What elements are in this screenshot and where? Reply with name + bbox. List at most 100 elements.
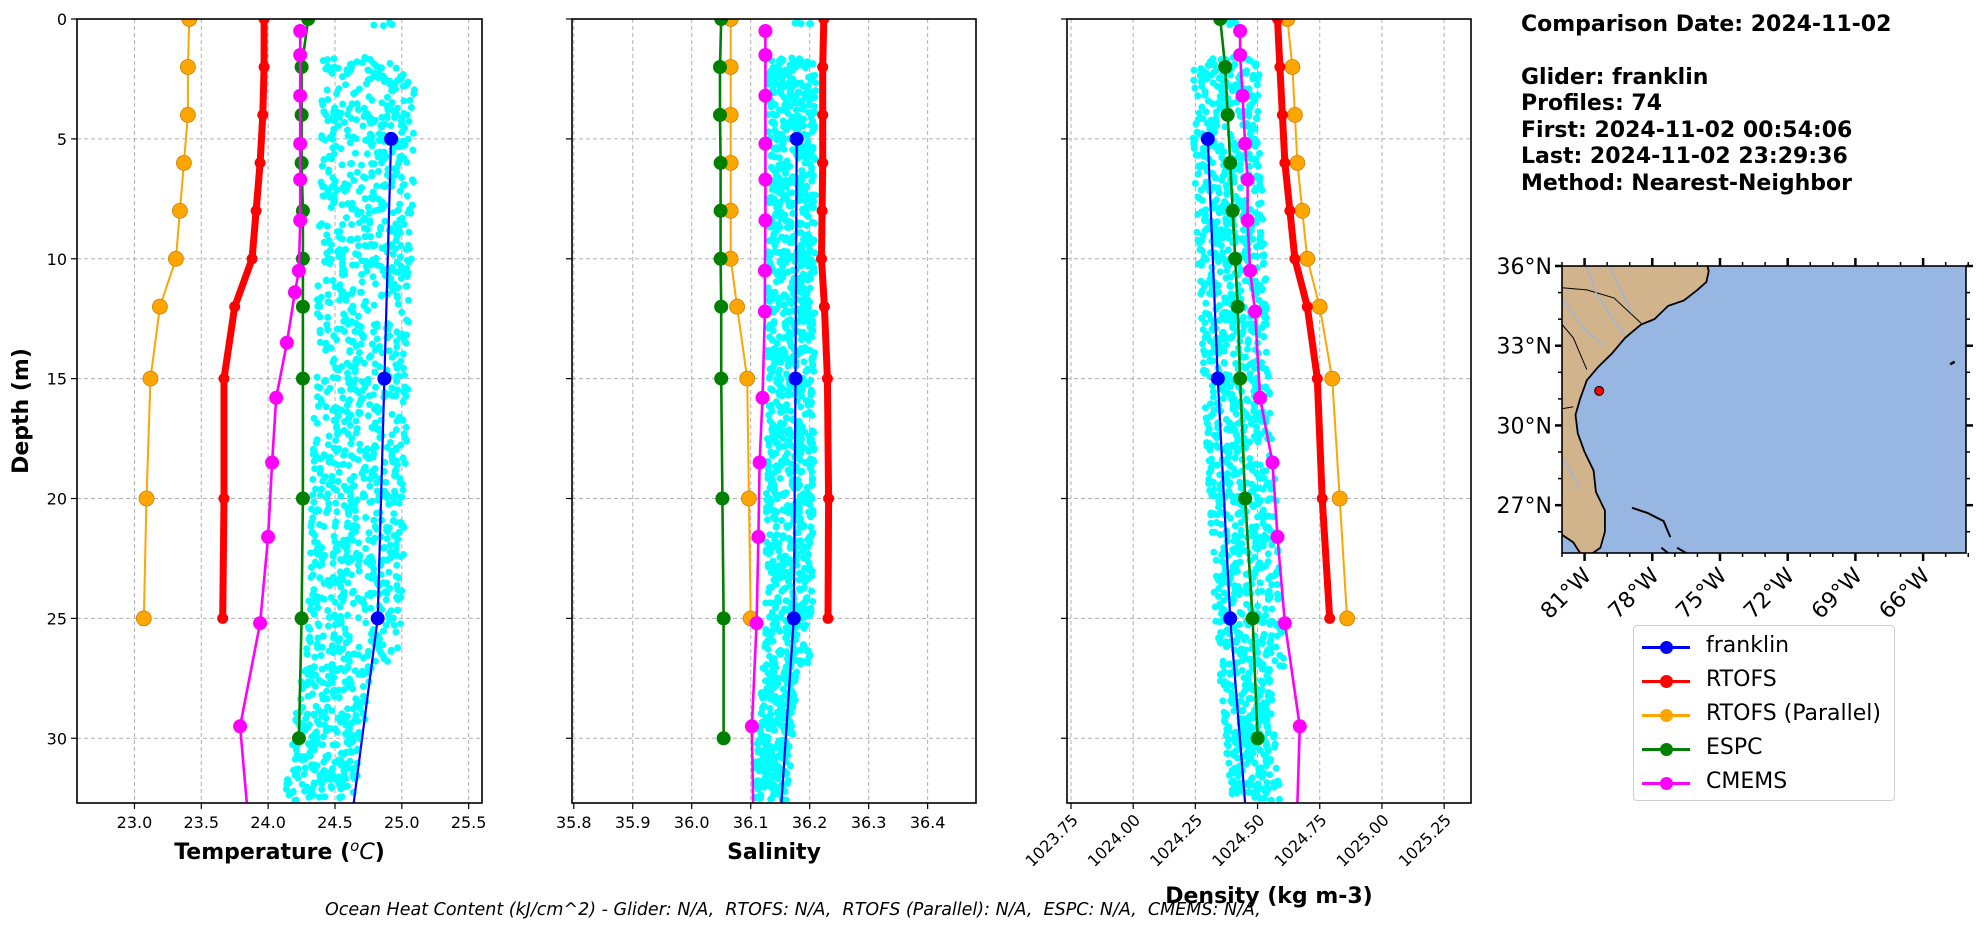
data-point xyxy=(295,299,310,314)
scatter-point xyxy=(772,227,780,235)
axes-frame xyxy=(76,18,483,804)
data-point xyxy=(817,109,829,121)
scatter-point xyxy=(1264,550,1272,558)
scatter-point xyxy=(1207,519,1215,527)
scatter-point xyxy=(395,528,403,536)
axes-frame xyxy=(1066,18,1472,804)
scatter-point xyxy=(326,299,334,307)
scatter-point xyxy=(346,732,354,740)
y-tick-label: 25 xyxy=(47,609,67,628)
scatter-point xyxy=(364,306,372,314)
scatter-point xyxy=(755,784,763,792)
scatter-point xyxy=(330,532,338,540)
data-point xyxy=(293,48,308,62)
scatter-point xyxy=(754,748,762,756)
scatter-point xyxy=(779,83,787,90)
scatter-point xyxy=(1271,657,1279,665)
scatter-point xyxy=(392,350,400,358)
scatter-point xyxy=(316,491,324,499)
scatter-point xyxy=(1216,316,1223,324)
scatter-point xyxy=(310,779,318,787)
scatter-point xyxy=(769,327,777,335)
scatter-point xyxy=(337,145,345,153)
scatter-point xyxy=(401,459,409,467)
data-point xyxy=(714,371,729,386)
scatter-point xyxy=(397,553,405,561)
scatter-point xyxy=(386,584,394,592)
scatter-point xyxy=(1267,618,1274,625)
scatter-point xyxy=(340,502,348,509)
scatter-point xyxy=(1216,637,1224,645)
scatter-point xyxy=(391,171,399,179)
scatter-point xyxy=(1196,239,1203,247)
scatter-point xyxy=(773,768,780,776)
scatter-point xyxy=(351,553,359,561)
scatter-point xyxy=(388,81,396,88)
scatter-point xyxy=(354,561,362,569)
scatter-point xyxy=(782,648,790,656)
scatter-point xyxy=(770,670,777,678)
scatter-point xyxy=(1258,186,1266,194)
scatter-point xyxy=(1258,285,1266,293)
scatter-point xyxy=(368,340,376,348)
data-point xyxy=(279,335,294,350)
data-point xyxy=(1210,371,1225,386)
scatter-point xyxy=(355,614,362,622)
scatter-point xyxy=(378,244,386,252)
scatter-point xyxy=(1216,302,1224,310)
scatter-point xyxy=(1265,479,1273,487)
scatter-point xyxy=(1248,326,1256,333)
scatter-point xyxy=(797,621,805,629)
scatter-point xyxy=(784,776,792,784)
scatter-point xyxy=(799,548,806,555)
scatter-point xyxy=(769,165,777,173)
scatter-point xyxy=(781,68,789,76)
scatter-point xyxy=(810,72,818,80)
scatter-point xyxy=(1217,508,1225,516)
state-border xyxy=(1562,287,1642,324)
scatter-point xyxy=(335,85,343,93)
scatter-point xyxy=(775,154,783,162)
scatter-point xyxy=(1237,197,1244,205)
scatter-point xyxy=(1240,636,1248,644)
scatter-point xyxy=(801,598,809,606)
scatter-point xyxy=(785,535,793,543)
scatter-point xyxy=(365,392,373,400)
scatter-point xyxy=(1233,746,1241,754)
scatter-point xyxy=(1213,519,1221,526)
scatter-point xyxy=(336,281,344,289)
scatter-point xyxy=(804,536,811,544)
scatter-point xyxy=(1264,676,1272,684)
data-point xyxy=(218,373,230,385)
scatter-point xyxy=(771,359,778,367)
scatter-point xyxy=(1253,783,1261,791)
scatter-point xyxy=(362,262,370,270)
scatter-point xyxy=(402,339,410,347)
scatter-point xyxy=(313,737,321,745)
data-point xyxy=(1324,370,1341,387)
data-point xyxy=(291,263,306,278)
scatter-point xyxy=(352,417,360,425)
scatter-point xyxy=(1241,546,1249,554)
data-point xyxy=(171,202,188,219)
scatter-point xyxy=(793,668,801,676)
scatter-point xyxy=(324,607,332,614)
data-point xyxy=(293,213,308,228)
scatter-point xyxy=(1200,209,1207,217)
scatter-point xyxy=(1201,91,1209,99)
scatter-point xyxy=(330,355,338,363)
scatter-point xyxy=(762,626,770,634)
scatter-point xyxy=(319,632,327,640)
scatter-point xyxy=(336,603,344,611)
scatter-point xyxy=(370,328,378,336)
glider-scatter xyxy=(282,19,418,803)
data-point xyxy=(1235,88,1250,103)
scatter-point xyxy=(773,619,780,627)
y-tick-label: 5 xyxy=(57,130,67,149)
scatter-point xyxy=(804,317,811,325)
scatter-point xyxy=(300,770,308,778)
scatter-point xyxy=(370,160,378,168)
data-point xyxy=(1200,131,1215,146)
scatter-point xyxy=(409,129,417,137)
scatter-point xyxy=(1195,109,1203,117)
